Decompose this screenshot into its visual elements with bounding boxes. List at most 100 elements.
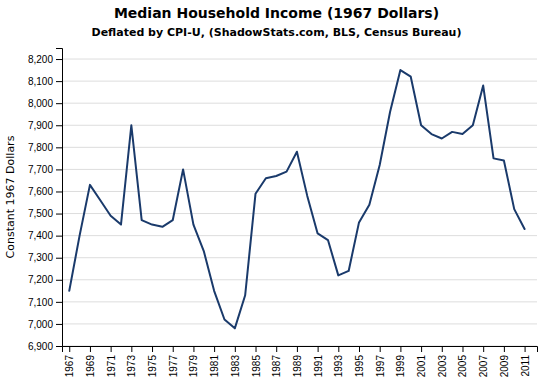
tick-label: 2007 bbox=[478, 355, 489, 378]
grid-line bbox=[62, 81, 537, 82]
tick: 7,400 bbox=[28, 230, 62, 241]
tick-mark bbox=[56, 280, 62, 281]
tick: 2011 bbox=[520, 346, 531, 377]
grid-line bbox=[62, 235, 537, 236]
tick-label: 1977 bbox=[168, 355, 179, 378]
tick-label: 1995 bbox=[354, 355, 365, 378]
tick-mark bbox=[56, 169, 62, 170]
tick-label: 2009 bbox=[499, 355, 510, 378]
tick-mark bbox=[297, 346, 298, 352]
plot: 6,9007,0007,1007,2007,3007,4007,5007,600… bbox=[28, 49, 538, 378]
tick-mark bbox=[318, 346, 319, 352]
tick-label: 2001 bbox=[416, 355, 427, 378]
tick: 7,300 bbox=[28, 252, 62, 263]
grid-line bbox=[62, 279, 537, 280]
tick-label: 1989 bbox=[292, 355, 303, 378]
axis-line bbox=[56, 49, 63, 347]
tick: 8,200 bbox=[28, 54, 62, 65]
tick: 1979 bbox=[188, 346, 199, 377]
tick-mark bbox=[56, 346, 62, 347]
tick-label: 1999 bbox=[395, 355, 406, 378]
tick-mark bbox=[56, 191, 62, 192]
tick-label: 1971 bbox=[106, 355, 117, 378]
tick: 2003 bbox=[437, 346, 448, 377]
tick-mark bbox=[173, 346, 174, 352]
tick-label: 7,000 bbox=[28, 319, 53, 330]
grid-line bbox=[62, 59, 537, 60]
tick-label: 6,900 bbox=[28, 341, 53, 352]
line bbox=[69, 70, 524, 328]
tick-label: 7,300 bbox=[28, 252, 53, 263]
grid-line bbox=[62, 125, 537, 126]
tick-label: 2005 bbox=[457, 355, 468, 378]
tick-label: 1985 bbox=[251, 355, 262, 378]
tick-mark bbox=[193, 346, 194, 352]
tick-mark bbox=[525, 346, 526, 352]
tick-label: 1981 bbox=[209, 355, 220, 378]
tick-mark bbox=[56, 302, 62, 303]
grid-line bbox=[62, 213, 537, 214]
tick-mark bbox=[56, 214, 62, 215]
tick: 1983 bbox=[230, 346, 241, 377]
tick: 8,000 bbox=[28, 98, 62, 109]
tick: 7,900 bbox=[28, 120, 62, 131]
tick: 1973 bbox=[126, 346, 137, 377]
tick-mark bbox=[400, 346, 401, 352]
tick: 2001 bbox=[416, 346, 427, 377]
y-axis: 6,9007,0007,1007,2007,3007,4007,5007,600… bbox=[28, 49, 63, 352]
tick: 1997 bbox=[375, 346, 386, 377]
tick-mark bbox=[56, 59, 62, 60]
tick-label: 8,100 bbox=[28, 76, 53, 87]
grid-line bbox=[62, 103, 537, 104]
tick: 7,200 bbox=[28, 274, 62, 285]
tick-label: 1993 bbox=[333, 355, 344, 378]
tick: 1975 bbox=[147, 346, 158, 377]
tick-label: 7,900 bbox=[28, 120, 53, 131]
tick-mark bbox=[256, 346, 257, 352]
tick-mark bbox=[56, 103, 62, 104]
tick-label: 7,800 bbox=[28, 142, 53, 153]
grid-line bbox=[62, 191, 537, 192]
tick: 1969 bbox=[85, 346, 96, 377]
tick-mark bbox=[152, 346, 153, 352]
tick-mark bbox=[338, 346, 339, 352]
tick-mark bbox=[504, 346, 505, 352]
tick-label: 2011 bbox=[520, 355, 531, 377]
tick-label: 1991 bbox=[313, 355, 324, 378]
tick: 1999 bbox=[395, 346, 406, 377]
tick-label: 1973 bbox=[126, 355, 137, 378]
tick-label: 1967 bbox=[64, 355, 75, 378]
tick-mark bbox=[56, 147, 62, 148]
tick: 1977 bbox=[168, 346, 179, 377]
tick-mark bbox=[90, 346, 91, 352]
tick-label: 7,700 bbox=[28, 164, 53, 175]
subtitle: Deflated by CPI-U, (ShadowStats.com, BLS… bbox=[92, 26, 462, 39]
grid-line bbox=[62, 257, 537, 258]
tick-mark bbox=[421, 346, 422, 352]
tick: 7,000 bbox=[28, 319, 62, 330]
tick-mark bbox=[276, 346, 277, 352]
title: Median Household Income (1967 Dollars) bbox=[114, 5, 439, 21]
tick-label: 8,000 bbox=[28, 98, 53, 109]
tick-mark bbox=[56, 81, 62, 82]
tick-label: 1975 bbox=[147, 355, 158, 378]
tick: 2007 bbox=[478, 346, 489, 377]
tick-label: 7,100 bbox=[28, 297, 53, 308]
tick: 7,800 bbox=[28, 142, 62, 153]
tick-label: 7,500 bbox=[28, 208, 53, 219]
tick-mark bbox=[235, 346, 236, 352]
tick: 6,900 bbox=[28, 341, 62, 352]
tick-label: 1983 bbox=[230, 355, 241, 378]
tick: 1981 bbox=[209, 346, 220, 377]
tick-label: 1969 bbox=[85, 355, 96, 378]
tick: 1967 bbox=[64, 346, 75, 377]
tick-label: 1979 bbox=[188, 355, 199, 378]
tick-mark bbox=[56, 125, 62, 126]
grid-line bbox=[62, 323, 537, 324]
tick-mark bbox=[214, 346, 215, 352]
grid-line bbox=[62, 169, 537, 170]
tick-label: 1987 bbox=[271, 355, 282, 378]
grid-line bbox=[62, 301, 537, 302]
tick-mark bbox=[483, 346, 484, 352]
marks bbox=[69, 70, 524, 328]
